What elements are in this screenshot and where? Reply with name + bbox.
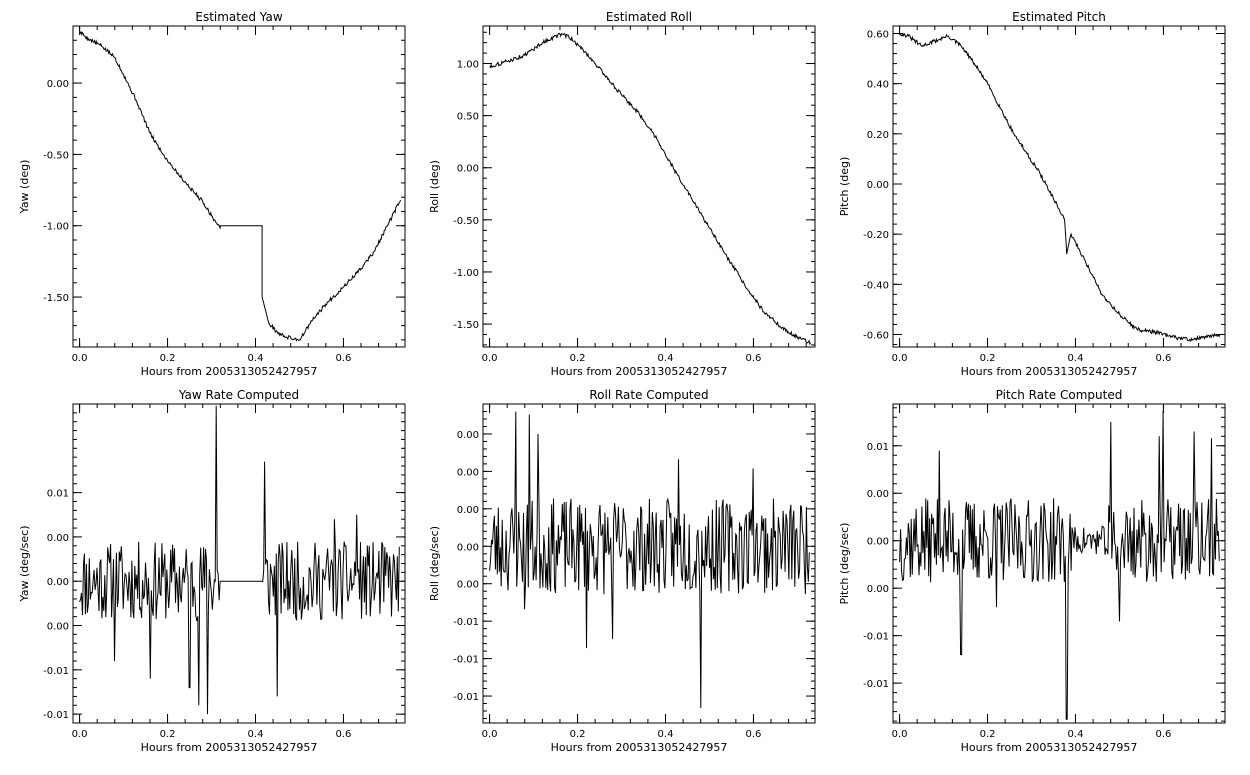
x-axis-label: Hours from 2005313052427957: [141, 741, 318, 754]
x-tick-label: 0.2: [160, 729, 176, 740]
x-axis-label: Hours from 2005313052427957: [551, 741, 728, 754]
y-tick-label: -1.00: [43, 222, 69, 233]
series-line: [899, 410, 1220, 720]
y-tick-label: -0.20: [863, 230, 889, 241]
y-tick-label: -1.00: [453, 268, 479, 279]
x-tick-label: 0.6: [1155, 353, 1171, 364]
x-axis-label: Hours from 2005313052427957: [961, 741, 1138, 754]
x-axis-label: Hours from 2005313052427957: [961, 365, 1138, 378]
y-axis-label: Yaw (deg): [18, 160, 31, 215]
y-tick-label: 0.00: [457, 164, 479, 175]
x-tick-label: 0.0: [482, 353, 498, 364]
x-tick-label: 0.4: [248, 353, 264, 364]
y-tick-label: 0.00: [867, 584, 889, 595]
chart-panel-1: Estimated Yaw 0.0 0.2 0.4 0.6 0.00 -0.50 -1.00 -…: [18, 10, 406, 378]
x-tick-label: 0.2: [980, 353, 996, 364]
y-tick-label: -0.01: [453, 655, 479, 666]
y-tick-label: 0.00: [457, 430, 479, 441]
y-tick-label: -0.01: [43, 710, 69, 721]
chart-title: Estimated Roll: [606, 10, 692, 24]
y-tick-label: -0.50: [453, 216, 479, 227]
x-tick-label: 0.4: [658, 353, 674, 364]
y-axis-label: Pitch (deg/sec): [838, 523, 851, 605]
y-tick-label: -1.50: [43, 293, 69, 304]
y-tick-label: 0.00: [867, 537, 889, 548]
y-tick-label: -0.50: [43, 150, 69, 161]
chart-title: Yaw Rate Computed: [178, 388, 299, 402]
x-tick-label: 0.2: [570, 353, 586, 364]
y-tick-label: 0.00: [47, 533, 69, 544]
x-tick-label: 0.4: [658, 729, 674, 740]
series-line: [489, 411, 810, 709]
chart-title: Estimated Pitch: [1012, 10, 1106, 24]
y-tick-label: -0.40: [863, 280, 889, 291]
plot-frame: [72, 25, 406, 348]
y-axis-label: Roll (deg): [428, 160, 441, 213]
series-line: [489, 32, 812, 346]
plot-frame: [892, 25, 1226, 348]
y-axis-label: Yaw (deg/sec): [18, 525, 31, 602]
chart-title: Pitch Rate Computed: [996, 388, 1123, 402]
y-tick-label: 0.00: [457, 505, 479, 516]
y-tick-label: -0.01: [863, 632, 889, 643]
x-tick-label: 0.2: [980, 729, 996, 740]
y-tick-label: 0.00: [457, 580, 479, 591]
plot-frame: [482, 25, 816, 348]
x-tick-label: 0.2: [160, 353, 176, 364]
x-tick-label: 0.6: [1155, 729, 1171, 740]
y-tick-label: -0.01: [863, 679, 889, 690]
chart-panel-5: Roll Rate Computed 0.0 0.2 0.4 0.6 0.00 0.00 0.…: [428, 388, 816, 754]
series-line: [79, 30, 402, 342]
y-tick-label: 0.00: [47, 577, 69, 588]
chart-panel-2: Estimated Roll 0.0 0.2 0.4 0.6 1.00 0.50 0.00 -0…: [428, 10, 816, 378]
x-tick-label: 0.0: [892, 353, 908, 364]
x-tick-label: 0.2: [570, 729, 586, 740]
chart-panel-4: Yaw Rate Computed 0.0 0.2 0.4 0.6 0.01 0.00 0.0…: [18, 388, 406, 754]
y-axis-label: Roll (deg/sec): [428, 526, 441, 601]
y-tick-label: -0.01: [453, 692, 479, 703]
x-tick-label: 0.0: [72, 729, 88, 740]
x-tick-label: 0.6: [745, 353, 761, 364]
y-tick-label: 0.40: [867, 80, 889, 91]
x-tick-label: 0.4: [248, 729, 264, 740]
y-tick-label: -1.50: [453, 320, 479, 331]
chart-panel-3: Estimated Pitch 0.0 0.2 0.4 0.6 0.60 0.40 0.20 0…: [838, 10, 1226, 378]
x-axis-label: Hours from 2005313052427957: [141, 365, 318, 378]
plot-frame: [892, 403, 1226, 724]
x-tick-label: 0.6: [335, 353, 351, 364]
y-tick-label: 0.00: [457, 542, 479, 553]
y-tick-label: 0.00: [867, 489, 889, 500]
y-tick-label: -0.01: [43, 666, 69, 677]
x-tick-label: 0.0: [892, 729, 908, 740]
y-tick-label: 0.00: [47, 79, 69, 90]
y-tick-label: 1.00: [457, 60, 479, 71]
y-tick-label: 0.60: [867, 30, 889, 41]
x-tick-label: 0.0: [482, 729, 498, 740]
y-tick-label: 0.00: [867, 180, 889, 191]
series-line: [79, 405, 400, 715]
y-tick-label: 0.01: [867, 442, 889, 453]
x-tick-label: 0.4: [1068, 729, 1084, 740]
x-axis-label: Hours from 2005313052427957: [551, 365, 728, 378]
y-tick-label: 0.00: [457, 467, 479, 478]
chart-title: Roll Rate Computed: [589, 388, 708, 402]
x-tick-label: 0.6: [745, 729, 761, 740]
y-tick-label: -0.01: [453, 617, 479, 628]
series-line: [899, 32, 1221, 343]
y-tick-label: 0.00: [47, 622, 69, 633]
x-tick-label: 0.6: [335, 729, 351, 740]
plot-frame: [482, 403, 816, 724]
x-tick-label: 0.4: [1068, 353, 1084, 364]
x-tick-label: 0.0: [72, 353, 88, 364]
chart-title: Estimated Yaw: [195, 10, 282, 24]
y-tick-label: 0.01: [47, 489, 69, 500]
chart-panel-6: Pitch Rate Computed 0.0 0.2 0.4 0.6 0.01 0.00 0…: [838, 388, 1226, 754]
y-axis-label: Pitch (deg): [838, 157, 851, 217]
y-tick-label: -0.60: [863, 330, 889, 341]
y-tick-label: 0.20: [867, 130, 889, 141]
y-tick-label: 0.50: [457, 112, 479, 123]
